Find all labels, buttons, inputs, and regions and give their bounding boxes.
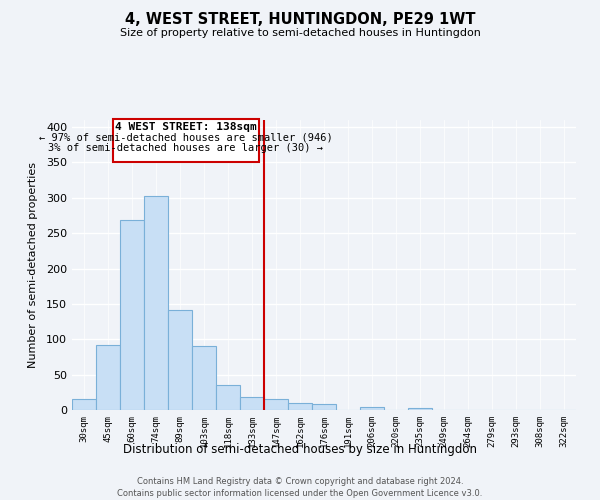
Text: Size of property relative to semi-detached houses in Huntingdon: Size of property relative to semi-detach… [119,28,481,38]
Bar [408,408,432,410]
Bar [192,346,216,410]
Bar [216,385,240,410]
FancyBboxPatch shape [113,118,259,162]
Text: 4 WEST STREET: 138sqm: 4 WEST STREET: 138sqm [115,122,257,132]
Bar [288,403,312,410]
Text: ← 97% of semi-detached houses are smaller (946): ← 97% of semi-detached houses are smalle… [39,132,333,142]
Text: Distribution of semi-detached houses by size in Huntingdon: Distribution of semi-detached houses by … [123,442,477,456]
Bar [96,345,120,410]
Text: Contains public sector information licensed under the Open Government Licence v3: Contains public sector information licen… [118,489,482,498]
Text: 3% of semi-detached houses are larger (30) →: 3% of semi-detached houses are larger (3… [49,144,323,154]
Bar [144,196,168,410]
Bar [120,220,144,410]
Text: Contains HM Land Registry data © Crown copyright and database right 2024.: Contains HM Land Registry data © Crown c… [137,478,463,486]
Y-axis label: Number of semi-detached properties: Number of semi-detached properties [28,162,38,368]
Text: 4, WEST STREET, HUNTINGDON, PE29 1WT: 4, WEST STREET, HUNTINGDON, PE29 1WT [125,12,475,28]
Bar [360,407,384,410]
Bar [312,404,336,410]
Bar [264,400,288,410]
Bar [240,396,264,410]
Bar [168,310,192,410]
Bar [72,400,96,410]
